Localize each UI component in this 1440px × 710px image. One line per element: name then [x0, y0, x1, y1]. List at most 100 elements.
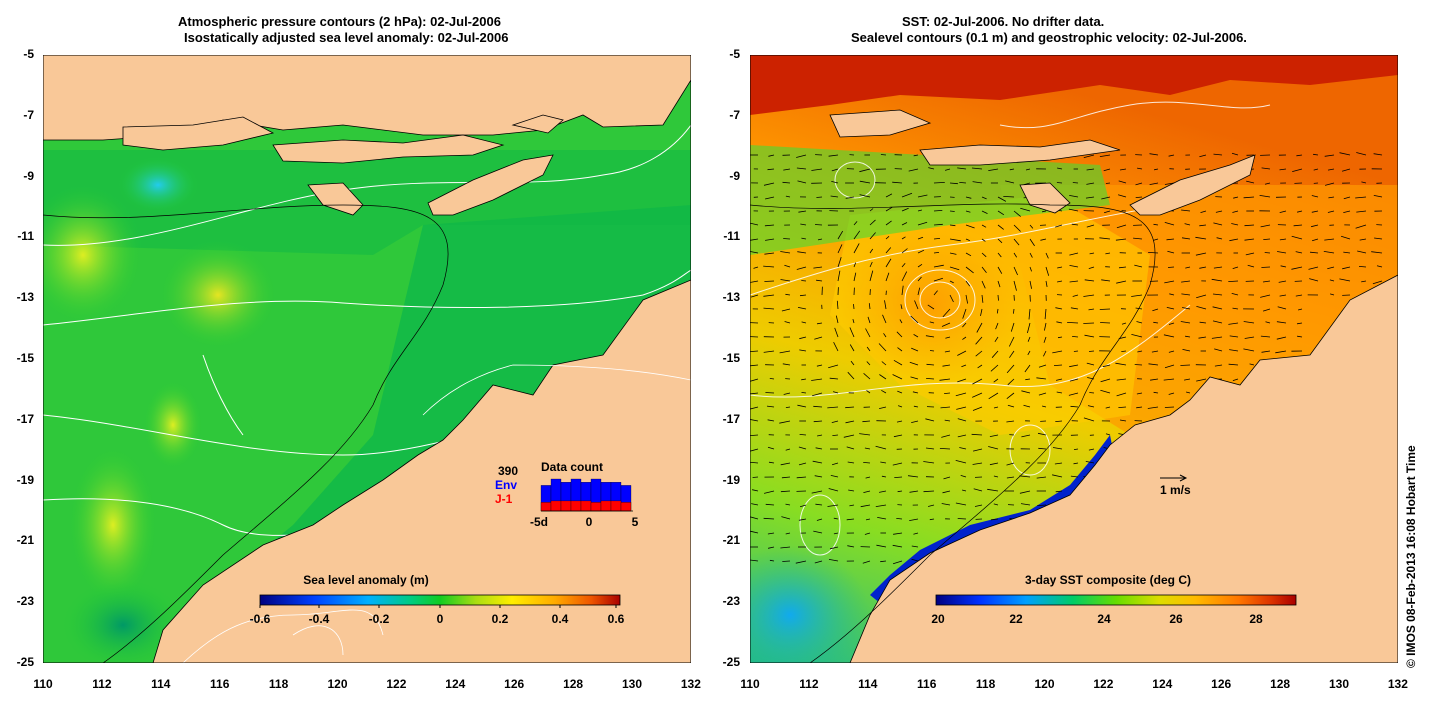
velocity-arrow	[865, 476, 871, 479]
colorbar-tick-label: -0.2	[369, 612, 390, 626]
velocity-arrow	[1261, 350, 1271, 353]
velocity-arrow	[1280, 265, 1287, 268]
j1-bar	[610, 500, 622, 512]
velocity-arrow	[1313, 153, 1319, 156]
velocity-arrow	[1088, 266, 1095, 269]
velocity-arrow	[1072, 336, 1079, 338]
velocity-arrow	[1055, 490, 1063, 493]
velocity-arrow	[798, 446, 807, 450]
velocity-arrow	[813, 530, 823, 534]
velocity-arrow	[908, 168, 919, 172]
velocity-arrow	[750, 559, 759, 562]
axis-tick-label: 128	[1270, 677, 1291, 691]
velocity-arrow	[993, 475, 999, 478]
velocity-arrow	[1119, 168, 1127, 171]
velocity-arrow	[829, 377, 839, 380]
velocity-arrow	[933, 290, 938, 296]
axis-tick-label: 114	[151, 677, 171, 691]
axis-tick-label: -19	[16, 472, 34, 487]
velocity-arrow	[1216, 237, 1223, 240]
velocity-arrow	[1069, 252, 1079, 256]
velocity-arrow	[885, 247, 892, 254]
velocity-scale-label: 1 m/s	[1160, 483, 1191, 497]
velocity-arrow	[750, 251, 759, 254]
velocity-arrow	[1083, 322, 1095, 324]
axis-tick-label: -23	[16, 594, 34, 609]
cool-green-band	[750, 145, 1110, 255]
velocity-arrow	[1067, 322, 1079, 324]
colorbar-tick-label: 22	[1009, 612, 1023, 626]
velocity-arrow	[1297, 335, 1303, 338]
velocity-arrow	[1163, 378, 1175, 381]
velocity-arrow	[971, 433, 983, 436]
velocity-arrow	[929, 350, 935, 352]
right-title-line1: SST: 02-Jul-2006. No drifter data.	[902, 14, 1105, 29]
velocity-arrow	[1044, 322, 1047, 331]
velocity-arrow	[1231, 223, 1239, 226]
velocity-arrow	[1371, 251, 1383, 254]
velocity-arrow	[1245, 252, 1255, 256]
velocity-arrow	[750, 392, 759, 395]
velocity-arrow	[1229, 335, 1239, 338]
velocity-arrow	[925, 418, 935, 422]
axis-tick-label: 126	[504, 677, 525, 691]
velocity-arrow	[1212, 293, 1223, 296]
velocity-arrow	[894, 476, 903, 478]
velocity-arrow	[1013, 224, 1021, 232]
velocity-arrow	[1213, 222, 1223, 226]
velocity-arrow	[1088, 448, 1095, 451]
velocity-arrow	[1089, 392, 1095, 394]
timor-island	[427, 154, 554, 216]
velocity-arrow	[765, 503, 775, 506]
velocity-arrow	[783, 238, 791, 240]
velocity-arrow	[1070, 307, 1079, 310]
velocity-arrow	[1137, 167, 1143, 170]
velocity-arrow	[859, 194, 871, 198]
velocity-arrow	[1037, 432, 1047, 436]
velocity-arrow	[763, 265, 775, 268]
velocity-arrow	[847, 545, 855, 548]
velocity-arrow	[1247, 264, 1255, 268]
velocity-arrow	[830, 195, 839, 198]
velocity-arrow	[885, 193, 893, 198]
velocity-arrow	[1181, 293, 1191, 296]
velocity-arrow	[1182, 307, 1191, 310]
velocity-arrow	[1029, 280, 1032, 289]
velocity-arrow	[1275, 350, 1287, 354]
velocity-arrow	[1013, 238, 1020, 246]
velocity-arrow	[1147, 406, 1159, 409]
velocity-arrow	[828, 559, 839, 562]
velocity-arrow	[836, 300, 839, 310]
velocity-arrow	[1184, 378, 1191, 381]
velocity-arrow	[767, 446, 775, 450]
velocity-arrow	[1038, 392, 1047, 396]
velocity-arrow	[1196, 294, 1207, 299]
axis-tick-label: -25	[722, 655, 740, 669]
velocity-arrow	[801, 237, 807, 240]
velocity-arrow	[1083, 294, 1095, 297]
velocity-arrow	[750, 406, 759, 410]
velocity-arrow	[1199, 266, 1207, 269]
velocity-arrow	[949, 294, 954, 303]
j1-bar	[590, 502, 602, 512]
velocity-arrow	[949, 266, 960, 271]
velocity-arrow	[1228, 280, 1239, 282]
velocity-arrow	[1121, 350, 1127, 352]
velocity-arrow	[1027, 322, 1031, 334]
velocity-arrow	[1212, 306, 1223, 310]
velocity-arrow	[1169, 293, 1175, 296]
velocity-arrow	[1244, 224, 1255, 227]
velocity-arrow	[1196, 306, 1207, 310]
velocity-arrow	[1374, 237, 1383, 240]
velocity-arrow	[813, 405, 823, 408]
velocity-arrow	[1057, 167, 1063, 170]
colorbar-tick-label: 28	[1249, 612, 1263, 626]
velocity-arrow	[816, 322, 823, 325]
velocity-arrow	[1005, 180, 1015, 184]
velocity-arrow	[869, 219, 876, 226]
velocity-arrow	[1118, 406, 1127, 408]
velocity-arrow	[1045, 252, 1049, 259]
velocity-arrow	[815, 447, 823, 450]
velocity-arrow	[1262, 308, 1271, 312]
velocity-arrow	[815, 503, 823, 506]
